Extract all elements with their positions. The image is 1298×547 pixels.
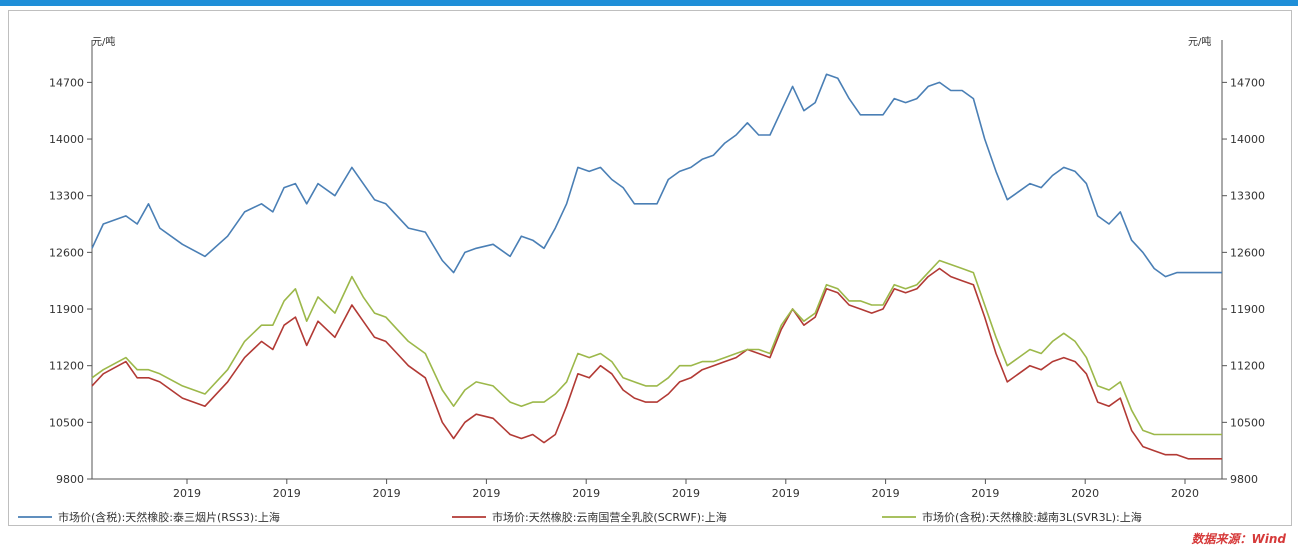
right-y-tick-label: 14700 (1230, 76, 1265, 89)
legend-label-2: 市场价:天然橡胶:云南国营全乳胶(SCRWF):上海 (492, 510, 727, 524)
x-tick-label: 2019 (273, 487, 301, 500)
x-tick-label: 2019 (872, 487, 900, 500)
x-tick-label: 2019 (472, 487, 500, 500)
left-y-tick-label: 12600 (49, 246, 84, 259)
top-accent-bar (0, 0, 1298, 6)
right-y-tick-label: 11200 (1230, 360, 1265, 373)
left-y-tick-label: 13300 (49, 190, 84, 203)
x-tick-label: 2019 (572, 487, 600, 500)
right-y-tick-label: 9800 (1230, 473, 1258, 486)
x-tick-label: 2020 (1171, 487, 1199, 500)
left-y-tick-label: 11200 (49, 360, 84, 373)
axes: 9800 9800 10500 10500 11200 11200 11900 11900 12… (49, 40, 1265, 500)
x-tick-label: 2019 (672, 487, 700, 500)
x-tick-label: 2019 (772, 487, 800, 500)
series-line-1 (91, 73, 1222, 278)
data-source-label: 数据来源：Wind (1192, 532, 1287, 546)
chart-frame (8, 10, 1292, 526)
right-y-tick-label: 10500 (1230, 416, 1265, 429)
legend-label-3: 市场价(含税):天然橡胶:越南3L(SVR3L):上海 (922, 510, 1142, 524)
left-axis-unit: 元/吨 (92, 35, 115, 48)
series-line-3 (91, 259, 1222, 436)
right-y-tick-label: 12600 (1230, 246, 1265, 259)
series-layer (91, 73, 1222, 460)
left-y-tick-label: 10500 (49, 416, 84, 429)
x-tick-label: 2019 (173, 487, 201, 500)
left-y-tick-label: 9800 (56, 473, 84, 486)
left-y-tick-label: 14700 (49, 76, 84, 89)
legend: 市场价(含税):天然橡胶:泰三烟片(RSS3):上海 市场价:天然橡胶:云南国营全… (18, 510, 1142, 524)
x-tick-label: 2019 (971, 487, 999, 500)
left-y-tick-label: 11900 (49, 303, 84, 316)
right-axis-unit: 元/吨 (1188, 35, 1211, 48)
legend-label-1: 市场价(含税):天然橡胶:泰三烟片(RSS3):上海 (58, 510, 280, 524)
x-tick-label: 2020 (1071, 487, 1099, 500)
left-y-tick-label: 14000 (49, 133, 84, 146)
right-y-tick-label: 14000 (1230, 133, 1265, 146)
series-line-2 (91, 267, 1222, 460)
right-y-tick-label: 11900 (1230, 303, 1265, 316)
right-y-tick-label: 13300 (1230, 190, 1265, 203)
x-tick-label: 2019 (373, 487, 401, 500)
